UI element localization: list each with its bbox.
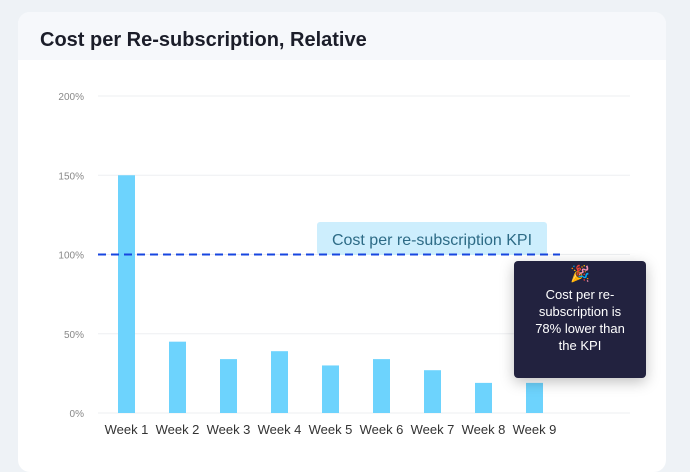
bar-week-3: [220, 359, 237, 413]
bar-chart: 0% 50% 100% 150% 200% Week 1 Week 2 Week 3 Week …: [58, 92, 630, 437]
y-tick-label: 100%: [58, 251, 84, 262]
tooltip-text: Cost per re-subscription is 78% lower th…: [535, 287, 625, 353]
bar-week-9: [526, 382, 543, 413]
y-tick-label: 150%: [58, 171, 84, 182]
x-tick-label: Week 3: [207, 422, 251, 437]
y-tick-label: 50%: [64, 330, 84, 341]
kpi-label-bg: [317, 222, 547, 255]
x-tick-label: Week 2: [156, 422, 200, 437]
party-popper-icon: 🎉: [570, 266, 590, 283]
bar-week-6: [373, 359, 390, 413]
x-tick-label: Week 1: [105, 422, 149, 437]
bar-week-2: [169, 341, 186, 413]
y-tick-label: 200%: [58, 92, 84, 103]
x-tick-label: Week 9: [513, 422, 557, 437]
bar-week-4: [271, 351, 288, 413]
x-tick-label: Week 5: [309, 422, 353, 437]
x-tick-label: Week 7: [411, 422, 455, 437]
card-header: [18, 12, 666, 60]
x-tick-label: Week 4: [258, 422, 302, 437]
chart-title: Cost per Re-subscription, Relative: [40, 29, 367, 51]
bar-week-7: [424, 370, 441, 413]
x-tick-label: Week 8: [462, 422, 506, 437]
kpi-label: Cost per re-subscription KPI: [332, 232, 532, 249]
x-tick-label: Week 6: [360, 422, 404, 437]
bar-week-5: [322, 365, 339, 413]
kpi-tooltip: 🎉 Cost per re-subscription is 78% lower …: [514, 261, 646, 378]
y-tick-label: 0%: [70, 409, 85, 420]
bar-week-1: [118, 175, 135, 413]
bar-week-8: [475, 382, 492, 413]
